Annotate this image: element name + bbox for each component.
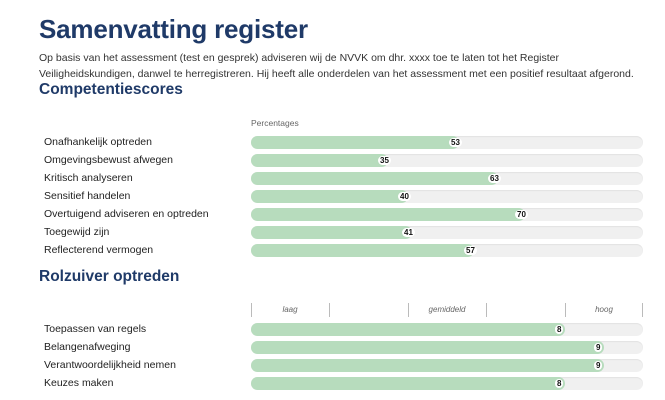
scale-tick [565,303,566,317]
competentie-bar-track: 63 [251,172,643,185]
scale-label-gemiddeld: gemiddeld [428,305,466,314]
rolzuiver-row: Toepassen van regels 8 [0,322,665,338]
competentie-row: Overtuigend adviseren en optreden 70 [0,207,665,223]
rolzuiver-bar-fill [251,359,604,372]
competentie-bar-fill [251,244,474,257]
intro-paragraph: Op basis van het assessment (test en ges… [39,52,634,80]
scale-tick [408,303,409,317]
competentie-value: 63 [488,174,501,183]
rolzuiver-heading: Rolzuiver optreden [39,268,180,285]
competentie-value: 41 [402,228,415,237]
scale-tick [642,303,643,317]
rolzuiver-bar-fill [251,341,604,354]
competentie-value: 35 [378,156,391,165]
rolzuiver-value: 8 [555,379,564,388]
competentie-value: 70 [515,210,528,219]
rolzuiver-label: Toepassen van regels [44,323,147,335]
competentie-bar-track: 53 [251,136,643,149]
competentie-label: Toegewijd zijn [44,226,110,238]
scale-label-laag: laag [282,305,298,314]
rolzuiver-row: Belangenafweging 9 [0,340,665,356]
competentie-bar-track: 40 [251,190,643,203]
competentie-label: Onafhankelijk optreden [44,136,152,148]
rolzuiver-bar-track: 9 [251,359,643,372]
competentie-bar-track: 70 [251,208,643,221]
competentie-label: Overtuigend adviseren en optreden [44,208,209,220]
competentie-label: Kritisch analyseren [44,172,133,184]
competentie-bar-fill [251,154,388,167]
rolzuiver-bar-track: 8 [251,377,643,390]
rolzuiver-label: Keuzes maken [44,377,114,389]
competentie-bar-track: 57 [251,244,643,257]
competentie-value: 57 [464,246,477,255]
competentie-value: 40 [398,192,411,201]
competentie-label: Omgevingsbewust afwegen [44,154,173,166]
competentie-value: 53 [449,138,462,147]
rolzuiver-value: 8 [555,325,564,334]
competentie-label: Sensitief handelen [44,190,131,202]
rolzuiver-value: 9 [594,343,603,352]
scale-header: laag gemiddeld hoog [251,303,643,317]
rolzuiver-row: Keuzes maken 8 [0,376,665,392]
scale-tick [486,303,487,317]
scale-tick [251,303,252,317]
competentie-row: Reflecterend vermogen 57 [0,243,665,259]
competentie-row: Omgevingsbewust afwegen 35 [0,153,665,169]
rolzuiver-bar-track: 9 [251,341,643,354]
rolzuiver-label: Belangenafweging [44,341,131,353]
rolzuiver-bar-fill [251,377,565,390]
competentie-bar-fill [251,208,525,221]
competentie-bar-fill [251,226,412,239]
rolzuiver-bar-fill [251,323,565,336]
competentie-bar-track: 41 [251,226,643,239]
competentie-row: Kritisch analyseren 63 [0,171,665,187]
competentie-bar-track: 35 [251,154,643,167]
competentie-row: Toegewijd zijn 41 [0,225,665,241]
competentie-bar-fill [251,136,459,149]
axis-caption: Percentages [251,118,299,128]
competentie-bar-fill [251,190,408,203]
rolzuiver-label: Verantwoordelijkheid nemen [44,359,176,371]
scale-tick [329,303,330,317]
page-title: Samenvatting register [39,14,308,44]
rolzuiver-bar-track: 8 [251,323,643,336]
scale-label-hoog: hoog [595,305,613,314]
competentiescores-heading: Competentiescores [39,81,183,98]
rolzuiver-value: 9 [594,361,603,370]
competentie-bar-fill [251,172,498,185]
competentie-label: Reflecterend vermogen [44,244,154,256]
competentie-row: Sensitief handelen 40 [0,189,665,205]
competentie-row: Onafhankelijk optreden 53 [0,135,665,151]
rolzuiver-row: Verantwoordelijkheid nemen 9 [0,358,665,374]
